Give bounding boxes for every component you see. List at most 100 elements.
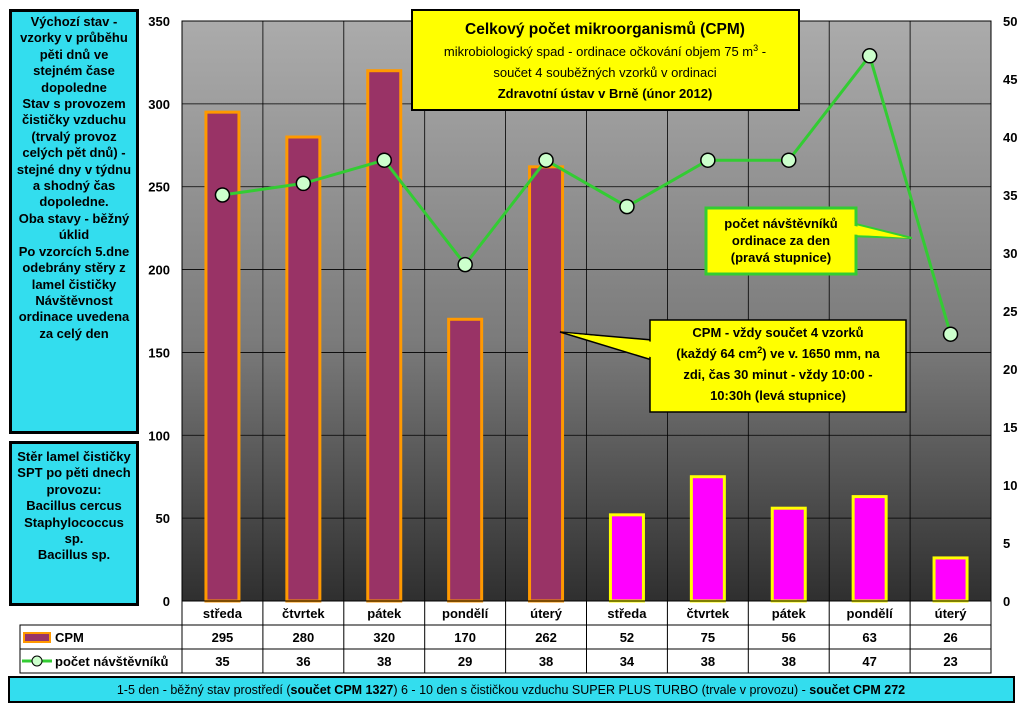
- left-tick-label: 0: [163, 594, 170, 609]
- visitor-point: [295, 175, 312, 192]
- cpm-bar: [851, 495, 888, 603]
- title-line4: Zdravotní ústav v Brně (únor 2012): [498, 86, 713, 101]
- visitor-line-path: [222, 52, 952, 335]
- right-tick-label: 50: [1003, 14, 1017, 29]
- callout-cpm-line1: CPM - vždy součet 4 vzorků: [692, 325, 863, 340]
- note-top-line: Návštěvnost: [35, 292, 113, 308]
- visitor-point: [942, 326, 959, 342]
- note-top-line: čističky vzduchu: [21, 112, 127, 128]
- note-top-line: vzorky v průběhu: [20, 30, 128, 46]
- cpm-bar: [528, 165, 565, 603]
- cpm-bar: [932, 556, 969, 603]
- cpm-bar: [447, 317, 484, 603]
- note-bottom-line: Bacillus cercus: [26, 498, 122, 514]
- legend-key-cpm: [23, 632, 51, 643]
- table-value: 63: [862, 630, 876, 645]
- right-tick-label: 20: [1003, 362, 1017, 377]
- category-label: středa: [607, 606, 647, 621]
- right-tick-label: 15: [1003, 420, 1017, 435]
- callout-visitors-line: ordinace za den: [732, 233, 830, 248]
- table-value: 38: [701, 654, 715, 669]
- note-bottom-lines: Stěr lamel čističky SPT po pěti dnech prov…: [12, 449, 136, 564]
- right-tick-label: 5: [1003, 536, 1010, 551]
- right-tick-label: 35: [1003, 188, 1017, 203]
- footer: 1-5 den - běžný stav prostředí (součet C…: [8, 676, 1015, 703]
- left-tick-label: 250: [148, 180, 170, 195]
- data-table: středa čtvrtek pátek pondělí úterý středa čtvr…: [19, 600, 992, 674]
- left-tick-label: 50: [156, 511, 170, 526]
- cpm-bar: [285, 135, 322, 603]
- right-tick-label: 10: [1003, 478, 1017, 493]
- left-tick-label: 300: [148, 97, 170, 112]
- legend-label-cpm: CPM: [55, 630, 84, 645]
- callout-cpm-line2: (každý 64 cm2) ve v. 1650 mm, na: [676, 345, 880, 361]
- visitor-point: [619, 198, 635, 215]
- category-label: úterý: [530, 606, 563, 621]
- right-tick-label: 45: [1003, 72, 1017, 87]
- cpm-bar: [608, 513, 645, 603]
- note-top: Výchozí stav - vzorky v průběhu pěti dnů v…: [9, 9, 139, 434]
- category-label: pondělí: [847, 606, 894, 621]
- note-top-line: lamel čističky: [31, 276, 117, 292]
- cpm-bar: [366, 69, 403, 603]
- note-top-lines: Výchozí stav - vzorky v průběhu pěti dnů v…: [12, 14, 136, 342]
- note-top-line: dopoledne.: [39, 194, 109, 210]
- table-value: 170: [454, 630, 476, 645]
- cpm-bar: [770, 506, 807, 603]
- footer-text: 1-5 den - běžný stav prostředí (součet C…: [117, 683, 905, 697]
- visitor-point: [457, 256, 473, 273]
- callout-visitors: počet návštěvníků ordinace za den (pravá s…: [704, 206, 913, 276]
- note-top-line: Výchozí stav -: [30, 14, 118, 29]
- callout-cpm-line4: 10:30h (levá stupnice): [710, 388, 846, 403]
- category-label: úterý: [935, 606, 968, 621]
- right-axis-ticks: 0 5 10 15 20 25 30 35 40 45 50: [1003, 14, 1017, 609]
- note-bottom-line: Stěr lamel čističky: [17, 449, 131, 464]
- note-top-line: (trvalý provoz: [31, 128, 117, 144]
- note-top-line: celých pět dnů) -: [22, 145, 126, 161]
- table-value: 38: [539, 654, 553, 669]
- title-line1: Celkový počet mikroorganismů (CPM): [465, 21, 745, 38]
- right-tick-label: 30: [1003, 246, 1017, 261]
- table-value: 35: [215, 654, 229, 669]
- note-top-line: za celý den: [39, 325, 109, 341]
- visitor-point: [781, 152, 797, 168]
- note-top-line: pěti dnů ve: [39, 46, 109, 62]
- table-value: 320: [373, 630, 395, 645]
- right-tick-label: 40: [1003, 130, 1017, 145]
- note-top-line: odebrány stěry z: [22, 260, 126, 276]
- visitor-point: [214, 187, 231, 203]
- category-label: čtvrtek: [687, 606, 730, 621]
- left-tick-label: 100: [148, 428, 170, 443]
- cpm-bar: [689, 475, 726, 603]
- table-value: 36: [296, 654, 310, 669]
- table-value: 52: [620, 630, 634, 645]
- table-value: 38: [377, 654, 391, 669]
- table-value: 29: [458, 654, 472, 669]
- callout-visitors-line: (pravá stupnice): [731, 250, 831, 265]
- callout-cpm-line3: zdi, čas 30 minut - vždy 10:00 -: [683, 367, 872, 382]
- left-axis-ticks: 0 50 100 150 200 250 300 350: [148, 14, 170, 609]
- title-box: Celkový počet mikroorganismů (CPM) mikro…: [411, 9, 800, 111]
- title-line3: součet 4 souběžných vzorků v ordinaci: [493, 65, 716, 80]
- legend-key-marker: [31, 655, 43, 667]
- note-bottom-line: Staphylococcus: [24, 514, 124, 530]
- category-label: pátek: [772, 606, 807, 621]
- note-bottom-line: SPT po pěti dnech: [17, 465, 131, 481]
- category-label: pátek: [367, 606, 402, 621]
- note-top-line: stejném čase: [33, 63, 115, 79]
- category-label: čtvrtek: [282, 606, 325, 621]
- table-value: 295: [212, 630, 234, 645]
- left-tick-label: 200: [148, 263, 170, 278]
- note-top-line: Oba stavy - běžný: [18, 210, 130, 226]
- table-value: 47: [862, 654, 876, 669]
- callout-visitors-text: počet návštěvníků ordinace za den (pravá s…: [724, 216, 837, 265]
- note-top-line: Stav s provozem: [22, 96, 126, 112]
- table-value: 23: [943, 654, 957, 669]
- callout-cpm: CPM - vždy součet 4 vzorků (každý 64 cm2…: [559, 319, 907, 413]
- left-tick-label: 350: [148, 14, 170, 29]
- note-top-line: dopoledne: [41, 79, 107, 95]
- table-value: 56: [782, 630, 796, 645]
- visitor-line: [214, 48, 959, 342]
- cpm-bar: [204, 110, 241, 603]
- note-top-line: stejné dny v týdnu: [16, 161, 132, 177]
